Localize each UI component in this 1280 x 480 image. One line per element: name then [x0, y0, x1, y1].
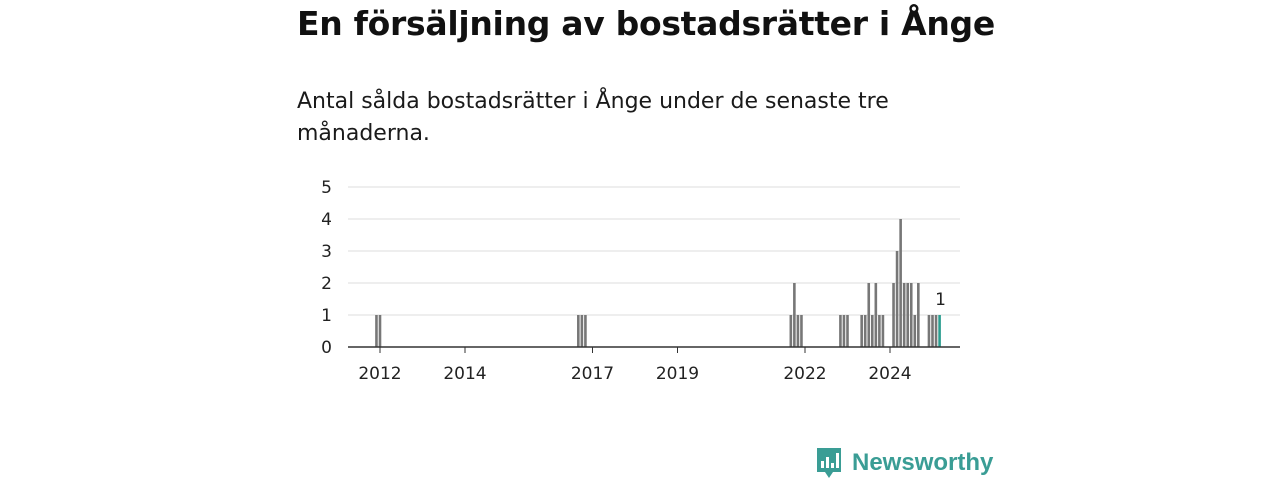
y-tick-label: 1	[321, 306, 332, 326]
bar	[577, 315, 580, 347]
y-tick-label: 4	[321, 210, 332, 230]
chart-title: En försäljning av bostadsrätter i Ånge	[297, 4, 995, 43]
bar	[913, 315, 917, 347]
bar	[839, 315, 842, 347]
bar	[906, 283, 910, 347]
bar	[863, 315, 867, 347]
bar	[378, 315, 382, 347]
bar	[895, 251, 899, 347]
bar	[934, 315, 938, 347]
newsworthy-logo-icon	[817, 448, 841, 478]
chart-subtitle: Antal sålda bostadsrätter i Ånge under d…	[297, 89, 889, 146]
bar	[938, 315, 941, 347]
x-tick-label: 2022	[783, 364, 826, 384]
x-tick-label: 2012	[358, 364, 401, 384]
y-tick-label: 5	[321, 178, 332, 198]
brand-logo: Newsworthy	[815, 446, 993, 480]
bar	[789, 315, 793, 347]
bar	[580, 315, 584, 347]
bar	[846, 315, 849, 347]
bar	[870, 315, 874, 347]
bar	[931, 315, 934, 347]
x-tick-label: 2024	[868, 364, 911, 384]
bar	[842, 315, 846, 347]
bar	[584, 315, 587, 347]
brand-name: Newsworthy	[852, 449, 994, 476]
bar	[860, 315, 863, 347]
bar	[867, 283, 871, 347]
bar	[878, 315, 881, 347]
bar	[796, 315, 800, 347]
bar	[899, 219, 902, 347]
bar	[800, 315, 803, 347]
x-tick-label: 2017	[571, 364, 614, 384]
bar	[874, 283, 878, 347]
bar	[917, 283, 920, 347]
y-tick-label: 0	[321, 338, 332, 358]
bar	[375, 315, 378, 347]
bar	[909, 283, 913, 347]
y-tick-label: 2	[321, 274, 332, 294]
y-tick-label: 3	[321, 242, 332, 262]
x-tick-label: 2019	[656, 364, 699, 384]
bar	[881, 315, 885, 347]
bar-chart: 0 1 2 3 4 5 2012 2014 2017 2019 2022 2024 1	[321, 178, 960, 384]
bar	[927, 315, 931, 347]
bar	[902, 283, 906, 347]
data-label: 1	[935, 290, 946, 310]
bar	[793, 283, 796, 347]
bar	[892, 283, 895, 347]
x-tick-label: 2014	[443, 364, 486, 384]
